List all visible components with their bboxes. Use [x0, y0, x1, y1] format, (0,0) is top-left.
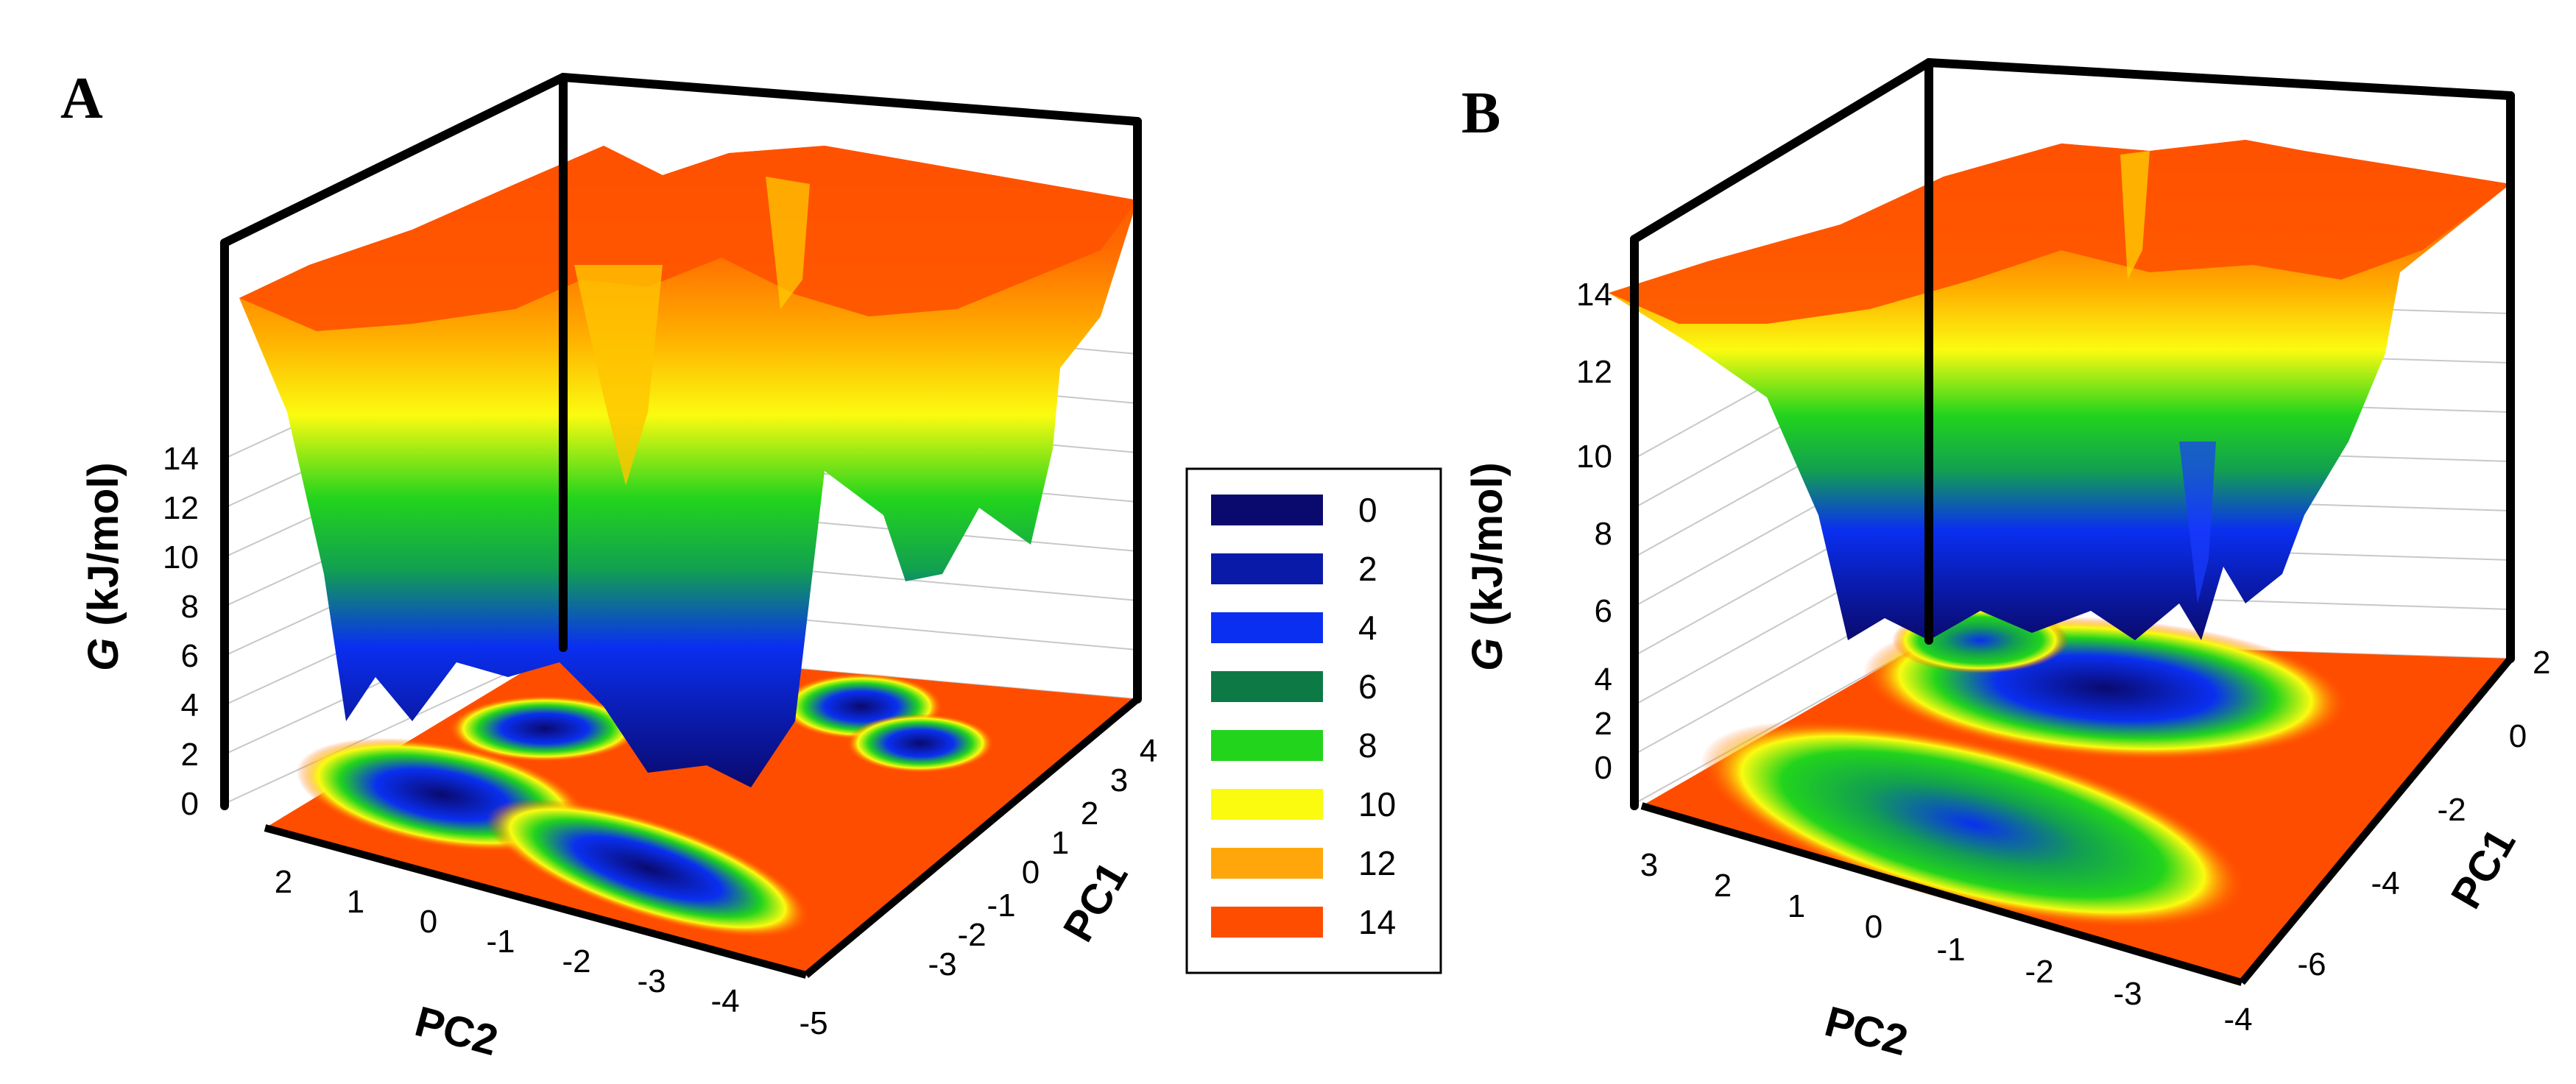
panel-b: B: [1461, 58, 2550, 1065]
legend-swatch: [1211, 671, 1323, 702]
tick-label: -1: [1936, 932, 1965, 968]
tick-label: -2: [2437, 792, 2466, 828]
panel-a-x-label: PC2: [410, 997, 503, 1065]
tick-label: 2: [2533, 645, 2550, 681]
tick-label: 10: [1576, 439, 1612, 475]
tick-label: 1: [1788, 888, 1805, 924]
tick-label: 2: [275, 864, 292, 900]
legend-swatch: [1211, 495, 1323, 525]
legend-label: 10: [1358, 785, 1396, 823]
tick-label: 0: [2509, 718, 2527, 754]
legend-swatch: [1211, 612, 1323, 643]
tick-label: -3: [2113, 976, 2142, 1012]
tick-label: -2: [2025, 954, 2053, 990]
panel-a-z-label: G (kJ/mol): [80, 462, 127, 671]
tick-label: 2: [181, 737, 199, 773]
panel-a-x-ticks: 2 1 0 -1 -2 -3 -4 -5: [275, 864, 828, 1041]
panel-b-z-label: G (kJ/mol): [1464, 462, 1511, 671]
tick-label: 4: [1595, 662, 1612, 698]
panel-b-plateau: [1609, 140, 2510, 324]
tick-label: 8: [181, 589, 199, 625]
panel-b-z-ticks: 0 2 4 6 8 10 12 14: [1576, 277, 1612, 786]
legend-label: 8: [1358, 726, 1377, 765]
tick-label: -5: [799, 1005, 828, 1041]
tick-label: 14: [1576, 277, 1612, 313]
legend-label: 6: [1358, 667, 1377, 706]
tick-label: -2: [562, 943, 590, 980]
panel-a-plateau: [239, 146, 1137, 331]
tick-label: 0: [1022, 854, 1040, 890]
legend-label: 12: [1358, 844, 1396, 882]
tick-label: 4: [181, 687, 199, 723]
legend-label: 4: [1358, 609, 1377, 647]
tick-label: 10: [163, 539, 199, 575]
panel-b-x-ticks: 3 2 1 0 -1 -2 -3 -4: [1640, 847, 2253, 1038]
tick-label: -1: [987, 888, 1015, 924]
tick-label: 4: [1140, 733, 1157, 769]
tick-label: -4: [710, 983, 739, 1019]
tick-label: 12: [163, 490, 199, 526]
panel-a-letter: A: [60, 66, 103, 131]
legend-swatch: [1211, 789, 1323, 820]
tick-label: 8: [1595, 516, 1612, 552]
tick-label: 0: [420, 904, 437, 940]
tick-label: 0: [181, 786, 199, 822]
tick-label: 3: [1110, 762, 1128, 798]
panel-b-y-label: PC1: [2442, 821, 2525, 916]
tick-label: 12: [1576, 354, 1612, 390]
tick-label: -3: [637, 963, 666, 999]
tick-label: -4: [2371, 865, 2399, 901]
tick-label: 2: [1081, 796, 1098, 832]
legend: 0 2 4 6 8 10 12 14: [1185, 467, 1442, 974]
tick-label: 1: [347, 884, 364, 920]
panel-b-y-ticks: -6 -4 -2 0 2: [2297, 645, 2550, 982]
legend-label: 2: [1358, 550, 1377, 588]
legend-swatch: [1211, 730, 1323, 761]
tick-label: 2: [1714, 868, 1732, 904]
tick-label: 3: [1640, 847, 1658, 883]
tick-label: 14: [163, 441, 199, 477]
panel-b-letter: B: [1461, 81, 1500, 146]
legend-box: [1185, 467, 1442, 974]
tick-label: 6: [1595, 593, 1612, 629]
panel-a-z-ticks: 0 2 4 6 8 10 12 14: [163, 441, 199, 822]
tick-label: -1: [486, 924, 515, 960]
tick-label: -2: [957, 917, 986, 953]
panel-a-y-ticks: -3 -2 -1 0 1 2 3 4: [928, 733, 1157, 982]
panel-b-frame: [1630, 58, 2515, 810]
tick-label: -6: [2297, 946, 2326, 982]
legend-swatch: [1211, 907, 1323, 938]
legend-label: 0: [1358, 491, 1377, 529]
panel-a-axes: [264, 696, 1140, 979]
panel-a: A: [60, 66, 1157, 1065]
panel-a-frame: [220, 73, 1142, 810]
tick-label: 1: [1051, 825, 1069, 861]
panel-b-x-label: PC2: [1820, 997, 1913, 1065]
legend-label: 14: [1358, 903, 1396, 941]
tick-label: 2: [1595, 706, 1612, 742]
legend-swatch: [1211, 848, 1323, 879]
panel-b-axes: [1640, 656, 2513, 986]
panel-a-floor-wells: [296, 673, 994, 938]
tick-label: 6: [181, 638, 199, 674]
panel-a-y-label: PC1: [1054, 854, 1137, 949]
tick-label: -4: [2223, 1002, 2252, 1038]
tick-label: -3: [928, 946, 956, 982]
legend-swatch: [1211, 553, 1323, 584]
tick-label: 0: [1865, 909, 1882, 945]
tick-label: 0: [1595, 750, 1612, 786]
